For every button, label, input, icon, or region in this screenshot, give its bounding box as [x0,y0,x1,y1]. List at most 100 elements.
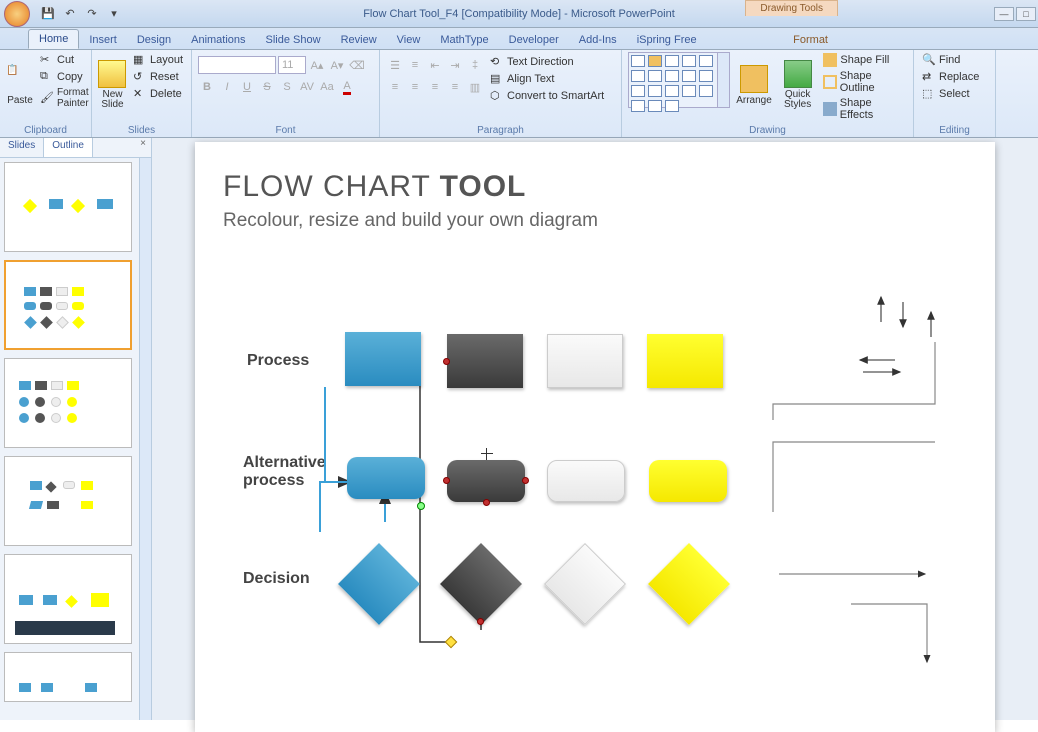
smartart-button[interactable]: ⬡Convert to SmartArt [488,88,606,104]
dec-indent-button[interactable]: ⇤ [426,56,444,74]
gallery-scroll[interactable] [717,53,729,107]
canvas-area[interactable]: FLOW CHART TOOL Recolour, resize and bui… [152,138,1038,720]
tab-home[interactable]: Home [28,29,79,49]
quick-styles-button[interactable]: Quick Styles [778,52,818,118]
maximize-button[interactable]: □ [1016,7,1036,21]
shape-alt-blue[interactable] [347,457,425,499]
copy-icon: ⧉ [40,70,54,84]
thumb-1[interactable] [4,162,132,252]
arrange-button[interactable]: Arrange [734,52,774,118]
tab-slideshow[interactable]: Slide Show [256,31,331,49]
underline-button[interactable]: U [238,78,256,96]
cursor-crosshair [481,448,493,460]
shape-process-yellow[interactable] [647,334,723,388]
spacing-button[interactable]: AV [298,78,316,96]
align-right-button[interactable]: ≡ [426,78,444,96]
shape-effects-button[interactable]: Shape Effects [821,96,907,122]
tab-format[interactable]: Format [783,31,838,49]
align-left-button[interactable]: ≡ [386,78,404,96]
numbering-button[interactable]: ≡ [406,56,424,74]
tab-animations[interactable]: Animations [181,31,255,49]
columns-button[interactable]: ▥ [466,78,484,96]
shape-decision-blue[interactable] [339,544,419,624]
find-button[interactable]: 🔍Find [920,52,962,68]
thumb-3[interactable] [4,358,132,448]
shape-decision-dark[interactable] [441,544,521,624]
minimize-button[interactable]: — [994,7,1014,21]
rotation-handle[interactable] [417,502,425,510]
grow-font-button[interactable]: A▴ [308,56,326,74]
delete-button[interactable]: ✕Delete [131,86,185,102]
replace-button[interactable]: ⇄Replace [920,69,981,85]
quick-styles-icon [784,60,812,88]
align-center-button[interactable]: ≡ [406,78,424,96]
layout-button[interactable]: ▦Layout [131,52,185,68]
tab-developer[interactable]: Developer [499,31,569,49]
line-spacing-button[interactable]: ‡ [466,56,484,74]
font-name-combo[interactable] [198,56,276,74]
reset-button[interactable]: ↺Reset [131,69,185,85]
paste-icon: 📋 [6,65,34,93]
bullets-button[interactable]: ☰ [386,56,404,74]
italic-button[interactable]: I [218,78,236,96]
shape-outline-button[interactable]: Shape Outline [821,69,907,95]
shape-decision-white[interactable] [545,544,625,624]
thumb-6[interactable] [4,652,132,702]
slide-panel: Slides Outline × [0,138,152,720]
thumb-4[interactable] [4,456,132,546]
panel-close-icon[interactable]: × [135,138,151,157]
cut-button[interactable]: ✂Cut [38,52,91,68]
select-icon: ⬚ [922,87,936,101]
thumb-5[interactable] [4,554,132,644]
panel-tab-outline[interactable]: Outline [44,138,93,157]
paste-button[interactable]: 📋 Paste [6,52,34,118]
font-color-button[interactable]: A [338,78,356,96]
ribbon-tabs: Home Insert Design Animations Slide Show… [0,28,1038,50]
qat-more-icon[interactable]: ▾ [104,5,124,23]
align-text-button[interactable]: ▤Align Text [488,71,606,87]
slide[interactable]: FLOW CHART TOOL Recolour, resize and bui… [195,142,995,732]
justify-button[interactable]: ≡ [446,78,464,96]
thumb-2[interactable] [4,260,132,350]
shapes-gallery[interactable] [628,52,730,108]
format-painter-button[interactable]: 🖌Format Painter [38,86,91,110]
shape-alt-yellow[interactable] [649,460,727,502]
tab-addins[interactable]: Add-Ins [569,31,627,49]
cut-icon: ✂ [40,53,54,67]
shrink-font-button[interactable]: A▾ [328,56,346,74]
copy-button[interactable]: ⧉Copy [38,69,91,85]
shadow-button[interactable]: S [278,78,296,96]
redo-icon[interactable]: ↷ [82,5,102,23]
shape-alt-dark[interactable] [447,460,525,502]
reset-icon: ↺ [133,70,147,84]
tab-insert[interactable]: Insert [79,31,127,49]
inc-indent-button[interactable]: ⇥ [446,56,464,74]
save-icon[interactable]: 💾 [38,5,58,23]
shape-decision-yellow[interactable] [649,544,729,624]
case-button[interactable]: Aa [318,78,336,96]
select-button[interactable]: ⬚Select [920,86,972,102]
clear-format-button[interactable]: ⌫ [348,56,366,74]
new-slide-button[interactable]: New Slide [98,52,127,118]
panel-tab-slides[interactable]: Slides [0,138,44,157]
strike-button[interactable]: S [258,78,276,96]
tab-mathtype[interactable]: MathType [430,31,498,49]
undo-icon[interactable]: ↶ [60,5,80,23]
tab-review[interactable]: Review [331,31,387,49]
replace-icon: ⇄ [922,70,936,84]
thumb-scrollbar[interactable] [139,158,151,720]
shape-alt-white[interactable] [547,460,625,502]
tab-view[interactable]: View [387,31,431,49]
shape-process-blue[interactable] [345,332,421,386]
tab-design[interactable]: Design [127,31,181,49]
shape-process-dark[interactable] [447,334,523,388]
font-size-combo[interactable] [278,56,306,74]
office-button[interactable] [4,1,30,27]
tab-ispring[interactable]: iSpring Free [627,31,707,49]
shape-process-white[interactable] [547,334,623,388]
shape-fill-button[interactable]: Shape Fill [821,52,907,68]
align-text-icon: ▤ [490,72,504,86]
text-direction-button[interactable]: ⟲Text Direction [488,54,606,70]
bold-button[interactable]: B [198,78,216,96]
group-drawing: Arrange Quick Styles Shape Fill Shape Ou… [622,50,914,137]
